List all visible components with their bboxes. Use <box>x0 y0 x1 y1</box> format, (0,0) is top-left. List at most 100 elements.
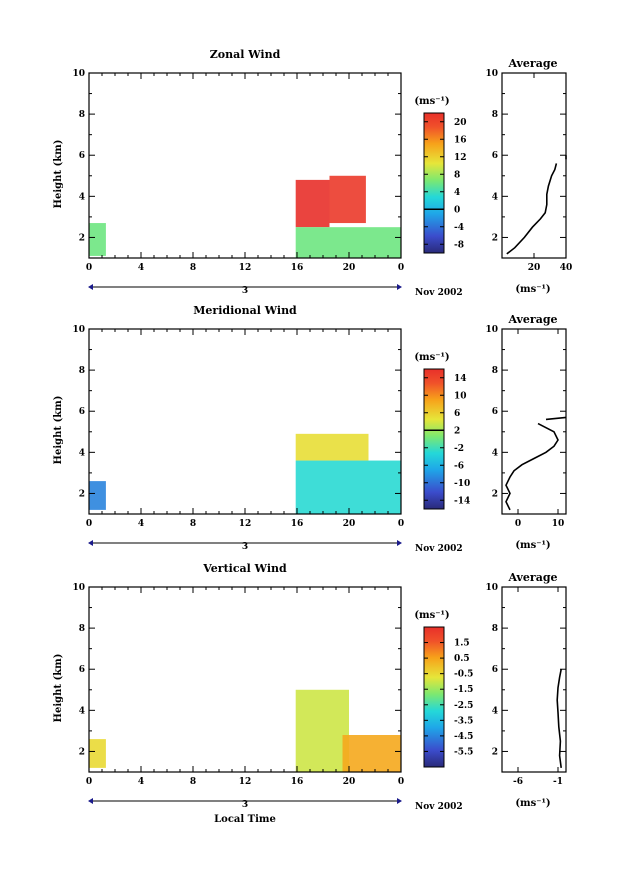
colorbar-tick-label: 20 <box>454 118 467 128</box>
meridional-wind-ylabel: Height (km) <box>53 396 64 465</box>
average-y-tick-label: 6 <box>492 665 498 675</box>
vertical-average-xlabel: (ms⁻¹) <box>515 798 550 809</box>
meridional-day-label: 3 <box>242 542 248 552</box>
x-tick-label: 0 <box>86 263 92 273</box>
zonal-colorbar-label: (ms⁻¹) <box>414 96 449 107</box>
average-y-tick-label: 4 <box>492 448 498 458</box>
x-tick-label: 16 <box>291 519 304 529</box>
heatmap-region-1 <box>295 689 349 772</box>
colorbar-tick-label: -4 <box>454 223 464 233</box>
y-tick-label: 4 <box>79 706 85 716</box>
x-axis-title: Local Time <box>214 814 276 825</box>
y-tick-label: 4 <box>79 448 85 458</box>
colorbar-tick-label: 6 <box>454 409 460 419</box>
vertical-wind-panel: Vertical Wind Height (km) (ms⁻¹) Average… <box>53 562 567 825</box>
average-profile-line <box>556 669 562 769</box>
meridional-colorbar-label: (ms⁻¹) <box>414 352 449 363</box>
y-tick-label: 8 <box>79 624 85 634</box>
average-x-tick-label: 20 <box>528 263 541 273</box>
day-axis-start-marker <box>88 798 93 804</box>
x-tick-label: 4 <box>138 777 144 787</box>
average-frame <box>501 328 567 515</box>
zonal-wind-title: Zonal Wind <box>210 48 281 61</box>
y-tick-label: 10 <box>72 325 85 335</box>
average-y-tick-label: 6 <box>492 407 498 417</box>
y-tick-label: 8 <box>79 366 85 376</box>
vertical-date-label: Nov 2002 <box>415 802 463 812</box>
zonal-day-label: 3 <box>242 286 248 296</box>
heatmap-region-2 <box>295 460 401 514</box>
heatmap-region-2 <box>342 735 401 772</box>
colorbar-tick-label: 4 <box>454 188 460 198</box>
average-y-tick-label: 2 <box>492 233 498 243</box>
average-y-tick-label: 10 <box>485 583 498 593</box>
y-tick-label: 10 <box>72 583 85 593</box>
colorbar-tick-label: -0.5 <box>454 670 473 680</box>
heatmap-region-3 <box>295 227 401 258</box>
colorbar-tick-label: 16 <box>454 135 467 145</box>
colorbar-tick-label: -2.5 <box>454 701 473 711</box>
x-tick-label: 12 <box>239 777 252 787</box>
day-axis-end-marker <box>397 284 402 290</box>
x-tick-label: 8 <box>190 777 196 787</box>
colorbar-tick-label: -10 <box>454 479 470 489</box>
y-tick-label: 10 <box>72 69 85 79</box>
colorbar <box>423 112 445 254</box>
x-tick-label: 12 <box>239 263 252 273</box>
colorbar-tick-label: 0.5 <box>454 654 470 664</box>
zonal-wind-panel: Zonal Wind Height (km) (ms⁻¹) Average (m… <box>53 48 572 298</box>
day-axis-start-marker <box>88 540 93 546</box>
average-x-tick-label: 10 <box>552 519 565 529</box>
average-y-tick-label: 2 <box>492 747 498 757</box>
heatmap-region-1 <box>295 433 369 461</box>
x-tick-label: 0 <box>398 519 404 529</box>
zonal-date-label: Nov 2002 <box>415 288 463 298</box>
x-tick-label: 4 <box>138 263 144 273</box>
average-x-tick-label: 40 <box>560 263 573 273</box>
x-tick-label: 12 <box>239 519 252 529</box>
meridional-wind-title: Meridional Wind <box>193 304 297 317</box>
meridional-average-title: Average <box>507 313 557 326</box>
zonal-average-xlabel: (ms⁻¹) <box>515 284 550 295</box>
y-tick-label: 2 <box>79 747 85 757</box>
average-x-tick-label: -1 <box>553 777 563 787</box>
x-tick-label: 16 <box>291 777 304 787</box>
colorbar-tick-label: -2 <box>454 444 464 454</box>
colorbar-tick-label: -5.5 <box>454 747 473 757</box>
colorbar-tick-label: 1.5 <box>454 639 470 649</box>
y-tick-label: 2 <box>79 233 85 243</box>
colorbar-tick-label: -6 <box>454 461 464 471</box>
day-axis-end-marker <box>397 540 402 546</box>
y-tick-label: 6 <box>79 407 85 417</box>
zonal-average-title: Average <box>507 57 557 70</box>
average-y-tick-label: 8 <box>492 110 498 120</box>
colorbar-tick-label: -1.5 <box>454 685 473 695</box>
x-tick-label: 0 <box>86 777 92 787</box>
x-tick-label: 20 <box>343 263 356 273</box>
heatmap-region-0 <box>89 481 106 510</box>
zonal-wind-ylabel: Height (km) <box>53 140 64 209</box>
vertical-wind-title: Vertical Wind <box>202 562 287 575</box>
average-profile-line <box>506 163 558 255</box>
vertical-colorbar-label: (ms⁻¹) <box>414 610 449 621</box>
average-x-tick-label: -6 <box>513 777 523 787</box>
colorbar-tick-label: 14 <box>454 374 467 384</box>
x-tick-label: 4 <box>138 519 144 529</box>
colorbar-tick-label: -4.5 <box>454 732 473 742</box>
meridional-average-xlabel: (ms⁻¹) <box>515 540 550 551</box>
x-tick-label: 8 <box>190 519 196 529</box>
colorbar-tick-label: -3.5 <box>454 716 473 726</box>
average-profile-line <box>505 422 559 511</box>
x-tick-label: 8 <box>190 263 196 273</box>
vertical-day-label: 3 <box>242 800 248 810</box>
average-x-tick-label: 0 <box>515 519 521 529</box>
average-y-tick-label: 10 <box>485 325 498 335</box>
x-tick-label: 16 <box>291 263 304 273</box>
colorbar-tick-label: -14 <box>454 496 470 506</box>
heatmap-region-1 <box>295 179 330 228</box>
x-tick-label: 0 <box>86 519 92 529</box>
x-tick-label: 0 <box>398 263 404 273</box>
day-axis-start-marker <box>88 284 93 290</box>
colorbar-tick-label: 8 <box>454 170 460 180</box>
average-y-tick-label: 6 <box>492 151 498 161</box>
